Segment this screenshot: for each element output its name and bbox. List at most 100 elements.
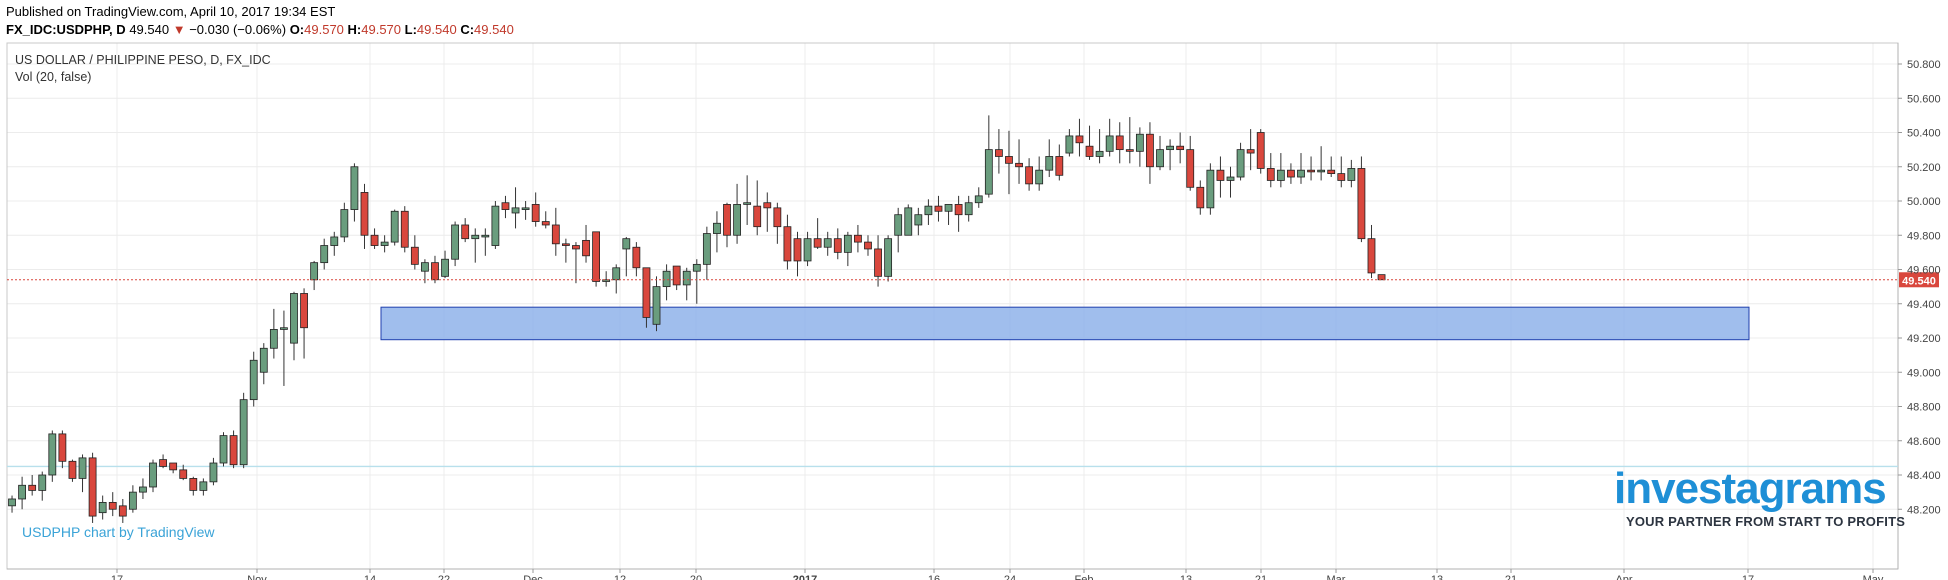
- candle-body: [561, 243, 570, 246]
- candle: [803, 231, 812, 267]
- time-tick-label: May: [1863, 574, 1884, 580]
- candle: [28, 475, 37, 496]
- volume-indicator-label[interactable]: Vol (20, false): [15, 70, 92, 84]
- low-value: 49.540: [416, 22, 457, 37]
- candle: [723, 202, 731, 248]
- candle: [269, 308, 278, 359]
- candle: [118, 498, 127, 523]
- candle: [763, 192, 772, 232]
- candle-body: [149, 462, 157, 488]
- candle: [491, 201, 500, 249]
- candle: [340, 202, 349, 243]
- candle: [1377, 274, 1386, 281]
- price-tick-label: 50.200: [1907, 162, 1941, 174]
- candle-body: [380, 241, 389, 246]
- candle: [1367, 224, 1376, 279]
- candle: [481, 228, 490, 256]
- candle: [1095, 129, 1104, 164]
- candle: [743, 175, 752, 225]
- candle: [773, 202, 782, 244]
- candle-body: [421, 262, 429, 272]
- candle: [954, 195, 963, 232]
- candle: [68, 459, 77, 482]
- candle-body: [118, 505, 127, 517]
- candle-body: [874, 248, 882, 277]
- candle-body: [602, 279, 611, 282]
- tradingview-credit-link[interactable]: USDPHP chart by TradingView: [22, 524, 215, 540]
- time-tick-label: Feb: [1075, 574, 1094, 580]
- low-label: L:: [404, 22, 417, 37]
- candle: [169, 462, 178, 474]
- candle: [108, 492, 117, 517]
- support-zone-rect: [380, 306, 1750, 341]
- candle: [98, 495, 107, 520]
- candle: [1176, 132, 1185, 164]
- candle: [823, 231, 832, 256]
- time-tick-label: 17: [111, 574, 123, 580]
- candle: [622, 236, 631, 277]
- candle: [1025, 158, 1034, 191]
- candle-body: [551, 224, 560, 245]
- candle-body: [854, 234, 862, 243]
- candle-body: [1146, 133, 1154, 168]
- candle-body: [1186, 149, 1195, 188]
- candle: [551, 207, 560, 256]
- candle-body: [1156, 149, 1164, 168]
- candle-body: [743, 202, 752, 205]
- candle-body: [370, 234, 379, 246]
- candle: [854, 224, 862, 253]
- candle-body: [713, 222, 721, 234]
- candle: [330, 231, 339, 256]
- candle: [189, 476, 198, 496]
- candle-body: [682, 270, 691, 286]
- candle: [833, 228, 842, 260]
- candle-body: [511, 207, 520, 214]
- candle: [400, 206, 409, 253]
- candle-body: [199, 481, 208, 491]
- candle-body: [894, 214, 903, 236]
- candle: [1307, 156, 1315, 181]
- candle-body: [219, 435, 228, 464]
- candle: [380, 235, 389, 253]
- candle-body: [1266, 168, 1275, 181]
- candle: [1005, 130, 1013, 195]
- investagrams-logo: investagrams: [1614, 464, 1887, 513]
- candle-body: [954, 204, 963, 216]
- candle-body: [833, 238, 842, 253]
- candle-body: [8, 498, 16, 507]
- candle: [682, 267, 691, 301]
- candle-body: [914, 214, 923, 226]
- candle: [572, 242, 580, 284]
- candle-body: [622, 238, 631, 250]
- candle: [934, 195, 943, 222]
- high-label: H:: [347, 22, 362, 37]
- candle: [1065, 129, 1074, 157]
- candle: [843, 231, 852, 267]
- candle: [964, 195, 973, 222]
- price-axis: 50.800 50.600 50.400 50.200 50.000 49.800 49.6…: [1898, 59, 1941, 516]
- time-tick-label: 20: [690, 574, 702, 580]
- candle-body: [1256, 132, 1265, 169]
- candle-body: [1206, 169, 1215, 209]
- candle-body: [723, 204, 731, 236]
- candle: [914, 207, 923, 236]
- candle: [1045, 139, 1054, 178]
- price-change: −0.030 (−0.06%): [189, 22, 287, 37]
- candles: [8, 115, 1386, 523]
- candle: [431, 255, 439, 284]
- candle-body: [652, 286, 661, 325]
- price-tick-label: 49.200: [1907, 333, 1941, 345]
- candle-body: [390, 210, 399, 243]
- candle: [159, 454, 167, 469]
- candle-body: [360, 192, 369, 236]
- candle: [602, 271, 611, 287]
- price-tick-label: 49.800: [1907, 230, 1941, 242]
- candle-body: [1085, 145, 1094, 157]
- candle: [249, 351, 258, 407]
- candle: [1186, 135, 1195, 191]
- candle: [8, 495, 16, 513]
- price-tick-label: 49.000: [1907, 367, 1941, 379]
- candle-body: [1166, 145, 1174, 151]
- symbol-label[interactable]: FX_IDC:USDPHP, D: [6, 22, 126, 37]
